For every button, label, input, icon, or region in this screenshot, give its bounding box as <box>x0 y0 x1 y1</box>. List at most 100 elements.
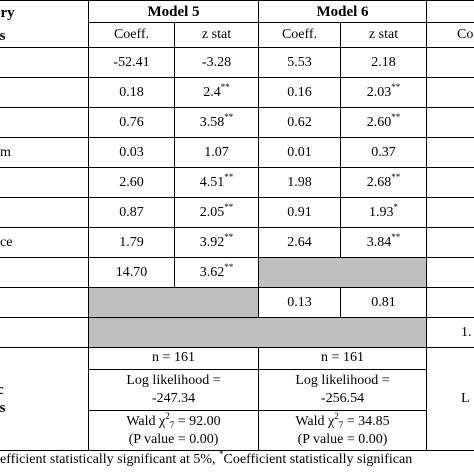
footnote-text: efficient statistically significant at 5… <box>0 452 220 467</box>
value-text: 0.01 <box>287 144 312 162</box>
model7-cell <box>426 197 474 228</box>
model-title: Model 6 <box>316 3 369 20</box>
value: 1.79 <box>119 234 144 250</box>
significance: ** <box>391 171 401 182</box>
row-label-cell <box>0 47 89 78</box>
value: 2.60 <box>366 114 392 130</box>
model7-cell <box>426 137 474 168</box>
value-cell: 1.07 <box>174 137 259 168</box>
significance: * <box>393 201 399 212</box>
value-text: 2.60 <box>119 174 144 192</box>
value: 2.05 <box>199 204 225 220</box>
significance: ** <box>224 111 234 122</box>
value-cell: 2.60 <box>88 167 175 198</box>
value-cell: 2.4** <box>174 77 259 108</box>
diag-cell: n = 161 Log likelihood = -247.34 Wald χ27 =… <box>88 347 259 451</box>
diag-cell: n = 161 Log likelihood = -256.54 Wald χ27 =… <box>258 347 427 451</box>
diag-label: ic <box>0 382 4 398</box>
value-cell: 2.05** <box>174 197 259 228</box>
value-cell: 0.91 <box>258 197 341 228</box>
value-cell: 14.70 <box>88 257 175 288</box>
value: -52.41 <box>113 54 150 70</box>
value-text: 2.18 <box>371 54 396 72</box>
subheader: Coeff. <box>113 27 150 42</box>
model7-cell <box>426 77 474 108</box>
empty-cell <box>88 317 427 348</box>
value: 4.51 <box>199 174 225 190</box>
row-label-cell <box>0 287 89 318</box>
value-cell: -52.41 <box>88 47 175 78</box>
row-label-cell <box>0 77 89 108</box>
value: 0.18 <box>119 84 144 100</box>
value: 0.37 <box>371 144 396 160</box>
row-label-cell <box>0 107 89 138</box>
model7-cell <box>426 257 474 288</box>
value: 1.93 <box>369 204 394 220</box>
value-text: 14.70 <box>116 264 148 282</box>
value-cell: 3.92** <box>174 227 259 258</box>
value: 2.60 <box>119 174 144 190</box>
value-text: 3.84** <box>367 232 401 252</box>
value-text: 5.53 <box>287 54 312 72</box>
value-cell: 0.01 <box>258 137 341 168</box>
value-cell: 2.68** <box>340 167 427 198</box>
value-cell: 3.58** <box>174 107 259 138</box>
value-cell: 1.93* <box>340 197 427 228</box>
value: 0.81 <box>371 294 396 310</box>
wald-sub: 7 <box>338 420 344 430</box>
row-label: nce <box>0 234 13 250</box>
value-cell: 0.76 <box>88 107 175 138</box>
value: 2.18 <box>371 54 396 70</box>
value-text: 2.60** <box>366 111 401 132</box>
value: 2.4 <box>203 84 221 100</box>
value-text: 4.51** <box>199 171 234 192</box>
value: 0.76 <box>119 114 144 130</box>
value-cell: 0.37 <box>340 137 427 168</box>
diag-label-cell: ic es <box>0 347 89 451</box>
row-label-cell <box>0 197 89 228</box>
row-label-cell <box>0 257 89 288</box>
value-cell: 2.64 <box>258 227 341 258</box>
value-text: 2.03** <box>367 82 401 102</box>
value-text: 0.87 <box>119 204 144 222</box>
stub-header: ory es <box>0 0 89 48</box>
diag-cell: L <box>426 347 474 451</box>
significance: ** <box>224 171 234 182</box>
model7-cell <box>426 287 474 318</box>
value: 0.62 <box>287 114 312 130</box>
significance: ** <box>224 261 234 272</box>
value-cell: 3.62** <box>174 257 259 288</box>
log-likelihood: Log likelihood = <box>295 373 390 388</box>
value-cell: 2.18 <box>340 47 427 78</box>
value-cell: 0.13 <box>258 287 341 318</box>
value-text: 3.62** <box>200 261 234 282</box>
empty-cell <box>88 287 259 318</box>
value: 14.70 <box>115 264 148 280</box>
value: 1. <box>461 324 472 340</box>
subheader-cell: Coeff. <box>258 22 341 48</box>
footnote-text: Coefficient statistically significan <box>223 452 413 467</box>
wald: Wald χ27 = 92.00 <box>126 412 220 431</box>
log-likelihood: -256.54 <box>320 391 365 406</box>
value: 0.01 <box>287 144 312 160</box>
significance: ** <box>391 111 401 122</box>
diag-label: es <box>0 400 6 416</box>
row-label-cell <box>0 167 89 198</box>
value-text: 1.93* <box>369 201 399 222</box>
p-value: (P value = 0.00) <box>297 432 388 447</box>
value: 0.16 <box>287 84 312 100</box>
value-cell: 0.16 <box>258 77 341 108</box>
sample-size: n = 161 <box>321 350 364 365</box>
value-text: 2.68** <box>367 171 401 192</box>
footnote-sup: * <box>219 449 224 459</box>
row-label-cell: nce <box>0 227 89 258</box>
value: 5.53 <box>287 54 312 70</box>
value-cell: 0.81 <box>340 287 427 318</box>
p-value: (P value = 0.00) <box>128 432 219 447</box>
value: 3.58 <box>199 114 225 130</box>
model7-cell <box>426 167 474 198</box>
value-text: 0.91 <box>287 204 312 222</box>
wald-sub: 7 <box>169 420 175 430</box>
model-header: Model 5 <box>88 0 259 23</box>
value-text: 3.92** <box>200 232 234 252</box>
